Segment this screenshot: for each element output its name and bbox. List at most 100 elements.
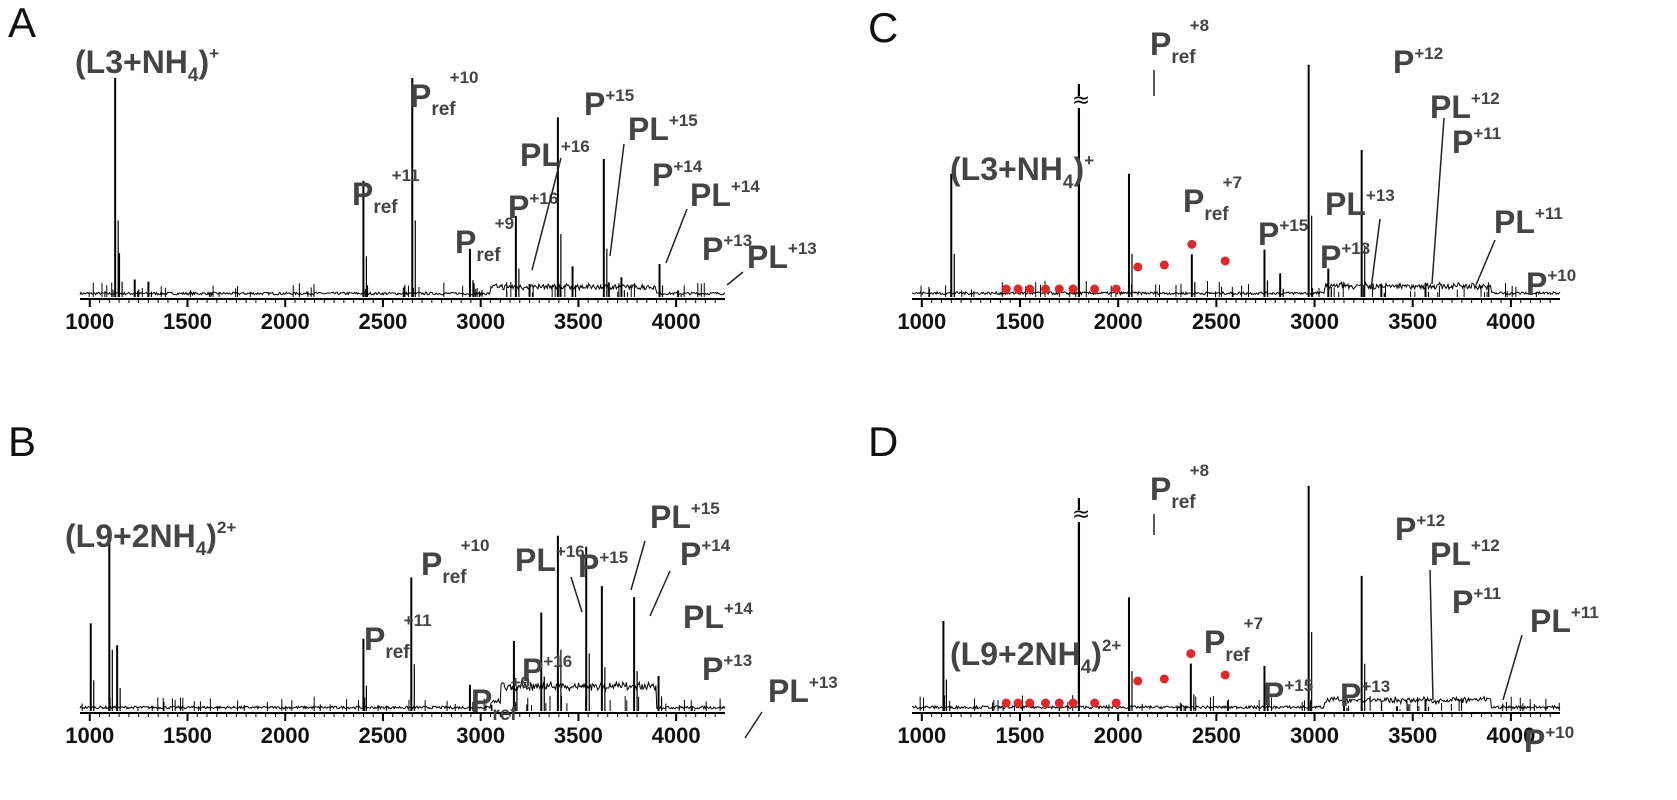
peak-label: Pref+8 — [1150, 461, 1209, 513]
x-tick-label: 2000 — [1094, 723, 1143, 748]
peak-label: PL+11 — [1530, 603, 1599, 639]
peak-label: (L9+2NH4)2+ — [950, 636, 1121, 678]
peak-label: P+14 — [652, 157, 703, 193]
x-tick-label: 3500 — [1388, 309, 1437, 334]
peak-label: Pref+8 — [1150, 16, 1209, 68]
marker-dot — [1220, 256, 1230, 266]
leader-line — [726, 271, 744, 286]
leader-line — [649, 570, 671, 617]
marker-dot — [1013, 698, 1023, 708]
marker-dot — [1001, 284, 1011, 294]
x-tick-label: 3500 — [554, 723, 603, 748]
panel-letter: B — [8, 418, 36, 465]
marker-dot — [1041, 698, 1051, 708]
peak-label: Pref+9 — [471, 673, 530, 725]
marker-dot — [1013, 284, 1023, 294]
x-tick-label: 1000 — [65, 309, 114, 334]
peak-label: P+11 — [1452, 124, 1501, 160]
panel-letter: A — [8, 0, 36, 46]
x-tick-label: 2500 — [1192, 309, 1241, 334]
peak-label: PL+11 — [1494, 204, 1563, 240]
marker-dot — [1090, 698, 1100, 708]
x-tick-label: 1500 — [163, 309, 212, 334]
leader-line — [665, 208, 688, 264]
peak-label: P+12 — [1393, 44, 1443, 80]
peak-label: P+13 — [1320, 239, 1370, 275]
peak-label: PL+13 — [768, 673, 838, 709]
x-tick-label: 3500 — [554, 309, 603, 334]
panel-a: A 1000 1500 2000 2500 3000 3500 4000 (L3+NH4)+ Pr… — [8, 0, 817, 334]
marker-dot — [1041, 284, 1051, 294]
panel-b: B 1000 1500 2000 2500 3000 3500 4000 (L9+2NH4)2+… — [8, 418, 838, 748]
peak-label: P+15 — [1258, 216, 1308, 252]
marker-dot — [1054, 284, 1064, 294]
peak-label: P+15 — [1263, 676, 1313, 712]
leader-line — [570, 576, 583, 613]
axis-break-symbol: ≈ — [1072, 88, 1090, 113]
peak-label: Pref+7 — [1204, 614, 1263, 666]
peak-label: P+16 — [508, 189, 558, 225]
panel-c: C ≈1000 1500 2000 2500 3000 3500 4000 (L3+NH4)+ P… — [868, 4, 1576, 334]
peak-label: (L3+NH4)+ — [75, 44, 219, 86]
peak-label: Pref+11 — [352, 166, 420, 218]
panel-letter: D — [868, 418, 898, 465]
peak-label: Pref+10 — [421, 536, 489, 588]
peak-label: P+16 — [522, 652, 572, 688]
peak-label: P+15 — [584, 86, 634, 122]
peak-label: PL+14 — [690, 177, 760, 213]
peak-label: Pref+10 — [410, 68, 478, 120]
peak-label: PL+16 — [515, 542, 585, 578]
x-tick-label: 2500 — [1192, 723, 1241, 748]
peak-label: P+14 — [680, 536, 731, 572]
x-tick-label: 1500 — [996, 309, 1045, 334]
marker-dot — [1068, 698, 1078, 708]
peak-label: PL+12 — [1430, 89, 1500, 125]
x-tick-label: 3500 — [1388, 723, 1437, 748]
x-tick-label: 2500 — [358, 723, 407, 748]
marker-dot — [1133, 262, 1143, 272]
leader-line — [609, 143, 625, 257]
leader-line — [1370, 218, 1381, 290]
leader-line — [531, 157, 562, 271]
peak-label: P+15 — [578, 548, 628, 584]
marker-dot — [1187, 239, 1197, 249]
peak-label: Pref+9 — [455, 214, 514, 266]
marker-dot — [1025, 284, 1035, 294]
spectrum-baseline — [79, 679, 726, 711]
peak-label: PL+14 — [683, 599, 753, 635]
x-tick-label: 1000 — [897, 309, 946, 334]
panel-letter: C — [868, 4, 898, 51]
x-tick-label: 4000 — [652, 309, 701, 334]
spectrum-baseline — [911, 281, 1561, 297]
marker-dot — [1159, 674, 1169, 684]
peak-label: P+12 — [1395, 511, 1445, 547]
marker-dot — [1186, 649, 1196, 659]
x-tick-label: 2500 — [358, 309, 407, 334]
x-tick-label: 1000 — [65, 723, 114, 748]
marker-dot — [1133, 676, 1143, 686]
x-tick-label: 3000 — [456, 723, 505, 748]
peak-label: PL+15 — [628, 111, 698, 147]
marker-dot — [1068, 284, 1078, 294]
peak-label: P+10 — [1524, 723, 1574, 759]
peak-label: (L9+2NH4)2+ — [65, 518, 236, 560]
leader-line — [1431, 117, 1445, 285]
x-tick-label: 1500 — [163, 723, 212, 748]
x-tick-label: 3000 — [456, 309, 505, 334]
x-tick-label: 1500 — [996, 723, 1045, 748]
leader-line — [1429, 569, 1434, 701]
marker-dot — [1001, 698, 1011, 708]
axis-break-symbol: ≈ — [1072, 502, 1090, 527]
leader-line — [1502, 634, 1523, 701]
peak-label: PL+13 — [747, 239, 817, 275]
peak-label: PL+15 — [650, 499, 720, 535]
x-tick-label: 2000 — [1094, 309, 1143, 334]
peak-label: Pref+7 — [1183, 173, 1242, 225]
panel-d: D ≈1000 1500 2000 2500 3000 3500 4000 (L9+2NH4)2… — [868, 418, 1599, 759]
peak-label: P+13 — [702, 231, 752, 267]
peak-label: P+11 — [1452, 584, 1501, 620]
x-tick-label: 2000 — [261, 723, 310, 748]
leader-line — [1475, 239, 1496, 286]
marker-dot — [1025, 698, 1035, 708]
